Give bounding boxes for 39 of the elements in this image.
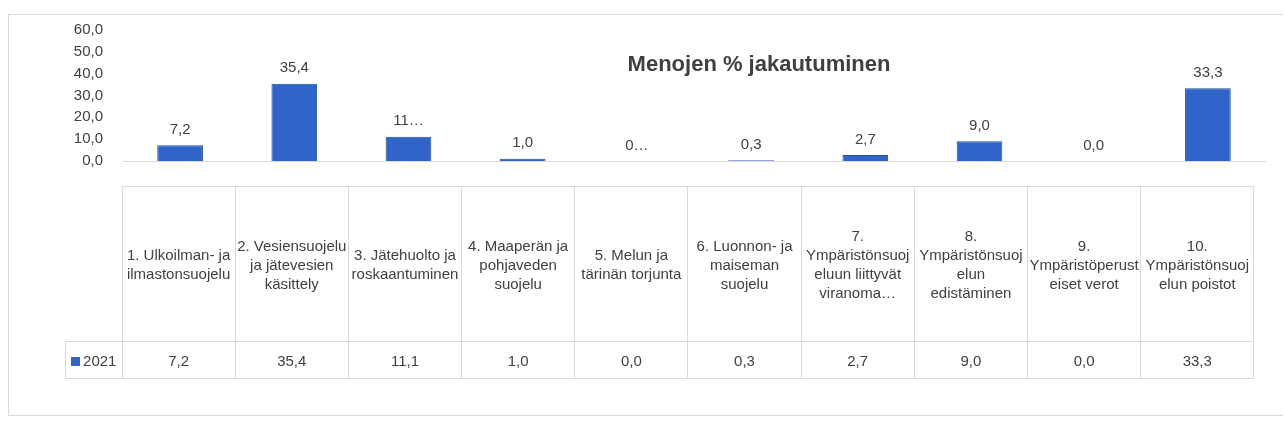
text: Menojen % jakautuminen [627, 51, 891, 77]
data-label: 1,0 [512, 133, 534, 151]
text: 0,0 [574, 341, 688, 379]
data-label: 0… [625, 135, 649, 153]
x-tick-label: 9. Ympäristöperusteiset verot [1027, 186, 1141, 342]
x-tick-label: 6. Luonnon- ja maiseman suojelu [687, 186, 802, 342]
data-label: 35,4 [279, 58, 309, 76]
data-label: 33,3 [1193, 62, 1223, 80]
y-tick-label: 50,0 [73, 41, 103, 59]
data-label: 0,3 [740, 134, 762, 152]
x-tick-label: 10. Ympäristönsuojelun poistot [1140, 186, 1254, 342]
text: 9,0 [914, 341, 1028, 379]
text: 0,0 [1027, 341, 1141, 379]
y-tick-label: 40,0 [73, 63, 103, 81]
y-tick-label: 60,0 [73, 20, 103, 38]
legend-label: 2021 [65, 341, 122, 379]
data-label: 0,0 [1083, 135, 1105, 153]
x-tick-label: 3. Jätehuolto ja roskaantuminen [348, 186, 462, 342]
data-label: 11… [393, 111, 424, 129]
y-tick-label: 10,0 [73, 129, 103, 147]
y-tick-label: 30,0 [73, 85, 103, 103]
x-tick-label: 2. Vesiensuojelu ja jätevesien käsittely [235, 186, 349, 342]
text: 0,3 [687, 341, 802, 379]
y-tick-label: 20,0 [73, 107, 103, 125]
x-tick-label: 7. Ympäristönsuojeluun liittyvät viranoma… [801, 186, 915, 342]
text: 7,2 [122, 341, 236, 379]
data-label: 7,2 [169, 119, 191, 137]
x-tick-label: 8. Ympäristönsuojelun edistäminen [914, 186, 1028, 342]
data-label: 2,7 [854, 129, 876, 147]
x-tick-label: 5. Melun ja tärinän torjunta [574, 186, 688, 342]
text: 33,3 [1140, 341, 1254, 379]
x-tick-label: 4. Maaperän ja pohjaveden suojelu [461, 186, 575, 342]
data-label: 9,0 [969, 115, 990, 133]
y-tick-label: 0,0 [82, 151, 103, 169]
text: 1,0 [461, 341, 575, 379]
text: 11,1 [348, 341, 462, 379]
x-tick-label: 1. Ulkoilman- ja ilmastonsuojelu [122, 186, 236, 342]
text: 2,7 [801, 341, 915, 379]
text: 35,4 [235, 341, 349, 379]
